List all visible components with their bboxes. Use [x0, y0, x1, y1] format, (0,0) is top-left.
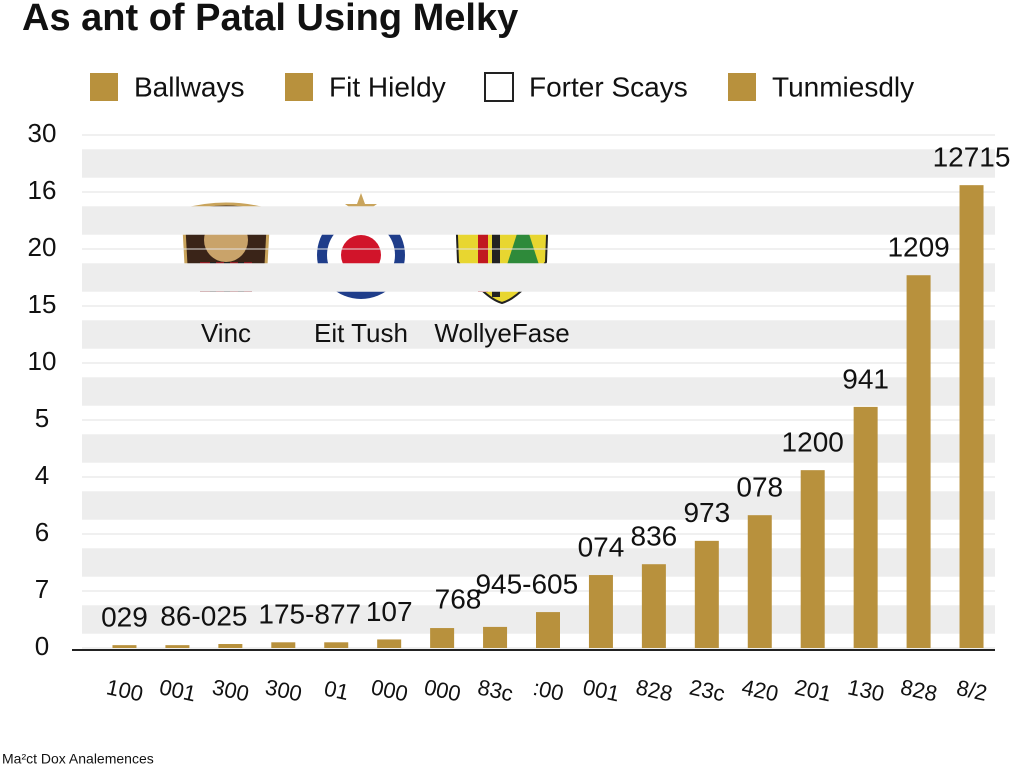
logo-label: Vinc	[201, 318, 251, 348]
bar	[800, 470, 825, 648]
legend-label: Fit Hieldy	[329, 71, 446, 102]
bar-annotation: 12715	[933, 142, 1011, 173]
bar	[641, 564, 666, 648]
legend-label: Tunmiesdly	[772, 71, 914, 102]
logo-label: WollyeFase	[434, 318, 569, 348]
y-tick-label: 6	[35, 517, 49, 547]
x-tick-label: 828	[898, 674, 939, 706]
bar	[430, 628, 455, 648]
grid-band	[82, 206, 995, 235]
y-tick-label: 15	[28, 289, 57, 319]
bar-annotation: 1200	[782, 427, 844, 458]
x-tick-label: 83c	[475, 674, 515, 706]
legend-swatch	[285, 73, 313, 101]
x-tick-label: :00	[531, 675, 566, 706]
bar-annotation: 1209	[887, 232, 949, 263]
y-tick-label: 16	[28, 175, 57, 205]
legend-label: Ballways	[134, 71, 244, 102]
y-tick-label: 5	[35, 403, 49, 433]
x-tick-label: 201	[792, 674, 833, 706]
y-tick-label: 10	[28, 346, 57, 376]
footnote: Ma²ct Dox Analemences	[2, 751, 154, 767]
x-tick-label: 300	[210, 674, 251, 706]
x-tick-label: 000	[369, 674, 410, 706]
x-tick-label: 420	[740, 674, 781, 706]
bar	[483, 626, 508, 648]
x-tick-label: 8/2	[954, 675, 989, 706]
bar	[588, 575, 613, 648]
y-tick-label: 4	[35, 460, 49, 490]
bar	[377, 639, 402, 648]
legend-swatch	[90, 73, 118, 101]
chart-title: As ant of Patal Using Melky	[22, 0, 518, 39]
grid-band	[82, 149, 995, 178]
bar	[747, 515, 772, 648]
bar	[694, 540, 719, 648]
bar	[218, 644, 243, 648]
grid-band	[82, 377, 995, 406]
x-tick-label: 100	[104, 674, 145, 706]
x-tick-label: 828	[634, 674, 675, 706]
bar-annotation: 029	[101, 602, 148, 633]
bar	[324, 642, 349, 648]
bar	[853, 406, 878, 648]
x-tick-label: 300	[263, 674, 304, 706]
bar-annotation: 074	[578, 531, 625, 562]
y-tick-label: 30	[28, 118, 57, 148]
bar-annotation: 941	[842, 363, 889, 394]
bar	[165, 645, 190, 648]
grid-band	[82, 320, 995, 349]
legend-swatch	[728, 73, 756, 101]
bar-annotation: 078	[736, 472, 783, 503]
grid-band	[82, 491, 995, 520]
bar-annotation: 945-605	[475, 568, 578, 599]
logo-label: Eit Tush	[314, 318, 408, 348]
y-tick-label: 7	[35, 574, 49, 604]
bar	[271, 642, 296, 648]
y-tick-label: 0	[35, 631, 49, 661]
bar-annotation: 107	[366, 596, 413, 627]
bar-annotation: 836	[631, 521, 678, 552]
grid-band	[82, 434, 995, 463]
bar	[959, 185, 984, 648]
legend-swatch	[484, 72, 514, 102]
x-tick-label: 001	[581, 674, 622, 706]
bar	[112, 645, 137, 648]
bar-annotation: 175-877	[258, 599, 361, 630]
legend-label: Forter Scays	[529, 71, 688, 102]
bar	[536, 612, 560, 648]
x-tick-label: 01	[322, 676, 351, 706]
x-tick-label: 001	[157, 674, 198, 706]
bar	[906, 275, 931, 648]
bar-annotation: 768	[435, 583, 482, 614]
y-tick-label: 20	[28, 232, 57, 262]
x-tick-label: 130	[845, 674, 886, 706]
grid-band	[82, 263, 995, 292]
bar-annotation: 973	[683, 497, 730, 528]
x-tick-label: 23c	[687, 674, 727, 706]
x-tick-label: 000	[422, 674, 463, 706]
bar-annotation: 86-025	[160, 600, 247, 631]
grid-band	[82, 548, 995, 577]
